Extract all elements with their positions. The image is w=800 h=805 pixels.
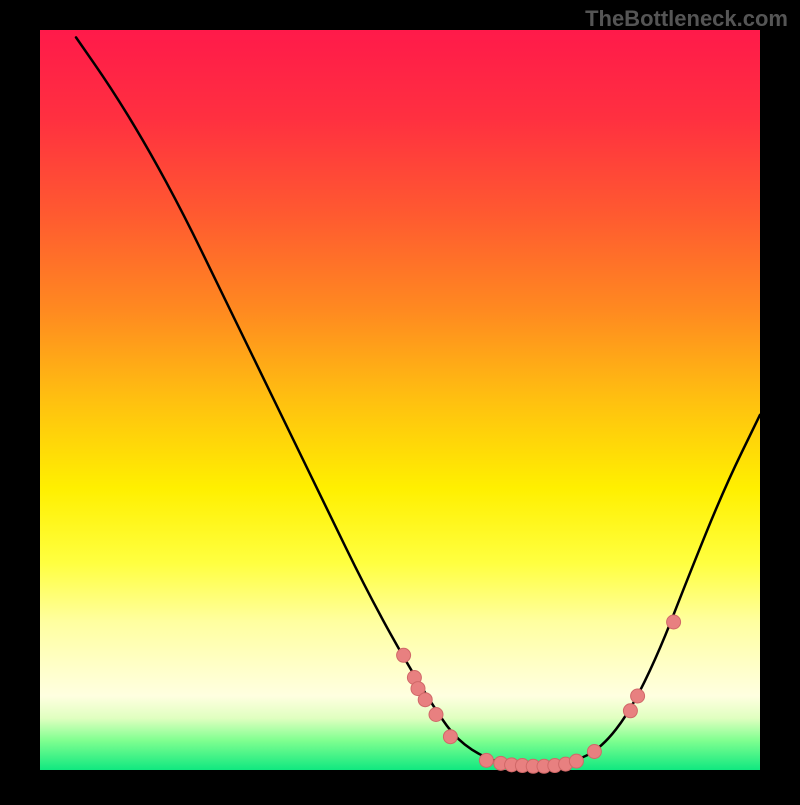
bottleneck-chart — [0, 0, 800, 800]
data-marker — [587, 745, 601, 759]
data-marker — [397, 648, 411, 662]
data-marker — [479, 753, 493, 767]
data-marker — [418, 693, 432, 707]
data-marker — [443, 730, 457, 744]
data-marker — [667, 615, 681, 629]
data-marker — [569, 754, 583, 768]
chart-svg — [0, 0, 800, 800]
watermark-text: TheBottleneck.com — [585, 6, 788, 32]
data-marker — [623, 704, 637, 718]
data-marker — [429, 708, 443, 722]
data-marker — [631, 689, 645, 703]
